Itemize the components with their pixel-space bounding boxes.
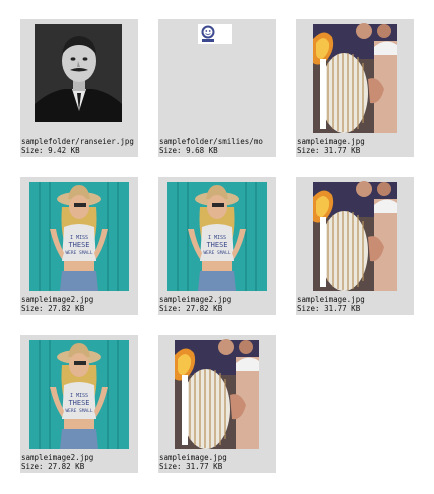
cowgirl-photo-thumbnail[interactable]: I MISS THESE WERE SMALL	[20, 177, 138, 295]
file-size-line: Size: 9.68 KB	[159, 146, 276, 155]
svg-text:THESE: THESE	[68, 241, 89, 249]
smiley-icon[interactable]	[158, 19, 276, 137]
gallery-tile[interactable]: I MISS THESE WERE SMALL sampleimage2.jpg…	[20, 177, 138, 315]
thumbnail[interactable]	[296, 19, 414, 137]
cigarettes-photo-thumbnail[interactable]	[296, 177, 414, 295]
file-size: 27.82 KB	[48, 304, 85, 313]
size-label: Size:	[159, 462, 182, 471]
svg-text:I MISS: I MISS	[208, 235, 226, 241]
tile-caption: samplefolder/ranseier.jpg Size: 9.42 KB	[21, 137, 138, 155]
svg-text:THESE: THESE	[206, 241, 227, 249]
size-label: Size:	[21, 462, 44, 471]
file-size-line: Size: 9.42 KB	[21, 146, 138, 155]
svg-text:WERE SMALL: WERE SMALL	[203, 250, 230, 256]
file-name: sampleimage2.jpg	[159, 295, 232, 304]
cigarettes-photo-thumbnail[interactable]	[296, 19, 414, 137]
tile-caption: sampleimage.jpg Size: 31.77 KB	[297, 295, 414, 313]
tile-caption: sampleimage2.jpg Size: 27.82 KB	[159, 295, 276, 313]
svg-text:WERE SMALL: WERE SMALL	[65, 408, 92, 414]
thumbnail[interactable]	[158, 19, 276, 137]
file-size-line: Size: 27.82 KB	[21, 462, 138, 471]
size-label: Size:	[297, 146, 320, 155]
file-name: sampleimage2.jpg	[21, 295, 94, 304]
svg-text:WERE SMALL: WERE SMALL	[65, 250, 92, 256]
size-label: Size:	[159, 304, 182, 313]
file-size: 31.77 KB	[324, 304, 361, 313]
gallery-tile[interactable]: I MISS THESE WERE SMALL sampleimage2.jpg…	[158, 177, 276, 315]
file-size-line: Size: 27.82 KB	[21, 304, 138, 313]
file-name: sampleimage.jpg	[159, 453, 227, 462]
cigarettes-photo-thumbnail[interactable]	[158, 335, 276, 453]
file-size-line: Size: 27.82 KB	[159, 304, 276, 313]
file-name: sampleimage2.jpg	[21, 453, 94, 462]
file-name: sampleimage.jpg	[297, 137, 365, 146]
gallery-tile[interactable]: samplefolder/ranseier.jpg Size: 9.42 KB	[20, 19, 138, 157]
cowgirl-photo-thumbnail[interactable]: I MISS THESE WERE SMALL	[20, 335, 138, 453]
thumbnail[interactable]	[20, 19, 138, 137]
file-name: samplefolder/ranseier.jpg	[21, 137, 134, 146]
gallery-tile[interactable]: samplefolder/smilies/mo Size: 9.68 KB	[158, 19, 276, 157]
file-name: sampleimage.jpg	[297, 295, 365, 304]
gallery-tile[interactable]: sampleimage.jpg Size: 31.77 KB	[158, 335, 276, 473]
file-size: 9.68 KB	[186, 146, 218, 155]
thumbnail[interactable]	[296, 177, 414, 295]
svg-text:THESE: THESE	[68, 399, 89, 407]
thumbnail[interactable]	[158, 335, 276, 453]
file-size: 9.42 KB	[48, 146, 80, 155]
thumbnail[interactable]: I MISS THESE WERE SMALL	[20, 177, 138, 295]
file-size-line: Size: 31.77 KB	[159, 462, 276, 471]
thumbnail[interactable]: I MISS THESE WERE SMALL	[20, 335, 138, 453]
file-size: 27.82 KB	[186, 304, 223, 313]
cowgirl-photo-thumbnail[interactable]: I MISS THESE WERE SMALL	[158, 177, 276, 295]
tile-caption: sampleimage.jpg Size: 31.77 KB	[297, 137, 414, 155]
file-size-line: Size: 31.77 KB	[297, 304, 414, 313]
portrait-photo-thumbnail[interactable]	[20, 19, 138, 137]
thumbnail[interactable]: I MISS THESE WERE SMALL	[158, 177, 276, 295]
size-label: Size:	[159, 146, 182, 155]
file-size-line: Size: 31.77 KB	[297, 146, 414, 155]
size-label: Size:	[21, 304, 44, 313]
gallery-tile[interactable]: sampleimage.jpg Size: 31.77 KB	[296, 177, 414, 315]
svg-text:I MISS: I MISS	[70, 393, 88, 399]
file-name: samplefolder/smilies/mo	[159, 137, 263, 146]
tile-caption: sampleimage.jpg Size: 31.77 KB	[159, 453, 276, 471]
svg-text:I MISS: I MISS	[70, 235, 88, 241]
size-label: Size:	[297, 304, 320, 313]
tile-caption: sampleimage2.jpg Size: 27.82 KB	[21, 453, 138, 471]
file-size: 31.77 KB	[186, 462, 223, 471]
gallery-tile[interactable]: sampleimage.jpg Size: 31.77 KB	[296, 19, 414, 157]
file-size: 27.82 KB	[48, 462, 85, 471]
tile-caption: samplefolder/smilies/mo Size: 9.68 KB	[159, 137, 276, 155]
tile-caption: sampleimage2.jpg Size: 27.82 KB	[21, 295, 138, 313]
file-size: 31.77 KB	[324, 146, 361, 155]
gallery-tile[interactable]: I MISS THESE WERE SMALL sampleimage2.jpg…	[20, 335, 138, 473]
size-label: Size:	[21, 146, 44, 155]
